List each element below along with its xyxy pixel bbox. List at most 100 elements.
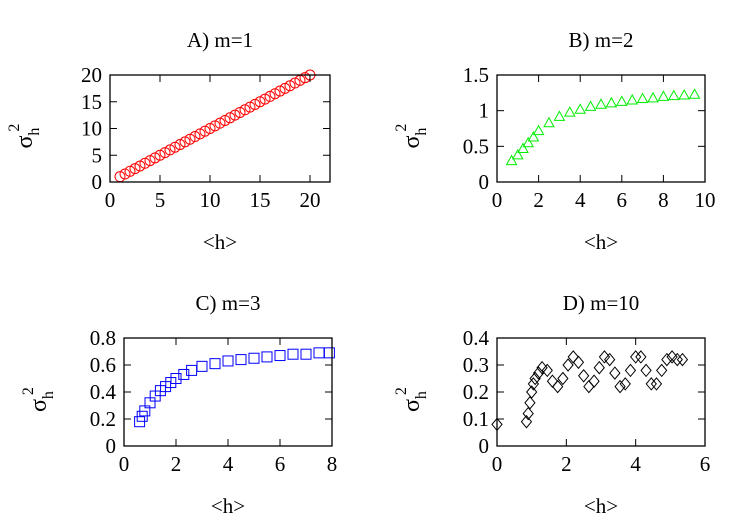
x-tick-label: 6 [700,452,711,476]
panel-title: C) m=3 [196,291,261,315]
point [124,165,136,177]
y-axis-label: σh2 [393,387,430,412]
x-tick-label: 20 [300,188,321,212]
point [234,106,246,118]
point [635,350,647,364]
y-tick-label: 0.4 [90,380,117,404]
point [541,363,553,378]
point [196,360,208,372]
point [119,168,131,180]
point [174,139,186,151]
point [661,352,673,367]
y-tick-label: 15 [81,90,102,114]
x-tick-label: 2 [171,452,182,476]
y-tick-label: 1 [479,99,490,123]
point [204,123,216,134]
y-tick-label: 0.2 [463,380,489,404]
point [224,112,236,124]
x-tick-label: 2 [561,452,572,476]
point [134,160,146,172]
point [179,136,191,148]
point [170,373,182,384]
point [678,88,691,100]
x-tick-label: 8 [327,452,338,476]
y-label-symbol: σ [399,399,425,412]
y-tick-label: 0 [479,170,490,194]
y-tick-label: 0.1 [463,407,489,431]
y-label-sub: h [40,391,57,399]
y-label-sup: 2 [6,124,23,132]
x-tick-label: 2 [533,188,544,212]
plot-frame [496,337,706,447]
x-tick-label: 10 [200,188,221,212]
point [517,142,529,153]
point [139,157,151,169]
point [254,96,266,108]
point [604,352,616,367]
point [209,120,221,132]
point [313,347,325,359]
point [178,368,190,380]
point [289,77,301,89]
point [529,371,541,386]
point [199,125,211,137]
y-label-sub: h [413,391,430,399]
point [522,136,535,148]
x-tick-label: 6 [275,452,286,476]
point [667,89,680,101]
point [671,352,683,367]
y-label-sup: 2 [393,387,410,395]
y-tick-label: 0.3 [463,353,489,377]
point [149,152,161,164]
point [274,85,286,97]
x-tick-label: 4 [223,452,234,476]
point [584,100,597,111]
point [543,116,555,128]
y-tick-label: 0.4 [463,326,490,350]
point [624,363,637,378]
y-tick-label: 0.5 [463,134,489,158]
point [588,374,600,388]
x-axis-label: <h> [203,230,237,254]
point [129,163,141,175]
point [583,379,595,394]
x-tick-label: 15 [250,188,271,212]
point [259,93,271,105]
point [248,352,260,364]
point [244,101,256,113]
y-label-symbol: σ [26,399,52,412]
x-tick-label: 0 [105,188,116,212]
y-tick-label: 0 [106,434,117,458]
point [688,88,701,99]
panel-title: D) m=10 [563,291,640,315]
point [209,358,221,370]
panel: C) m=30 2 4 6 800.20.40.60.8<h>σh2 [20,291,337,518]
point [630,350,642,364]
point [261,351,273,363]
y-axis-label: σh2 [20,387,57,412]
y-label-symbol: σ [399,136,425,149]
point [269,88,281,100]
panel-title: A) m=1 [187,28,253,52]
point [563,106,576,117]
point [249,98,261,110]
y-tick-label: 0.2 [90,407,116,431]
point [553,110,566,121]
x-tick-label: 4 [630,452,641,476]
point [605,96,618,108]
point [572,355,585,370]
y-tick-label: 10 [81,117,102,141]
point [520,414,533,429]
point [235,354,247,366]
x-tick-label: 5 [155,188,166,212]
point [666,350,678,364]
y-tick-label: 20 [81,63,102,87]
point [657,90,670,101]
y-label-symbol: σ [12,136,38,149]
point [609,366,621,380]
y-tick-label: 0 [479,434,490,458]
point [593,360,605,375]
y-axis-label: σh2 [393,124,430,149]
